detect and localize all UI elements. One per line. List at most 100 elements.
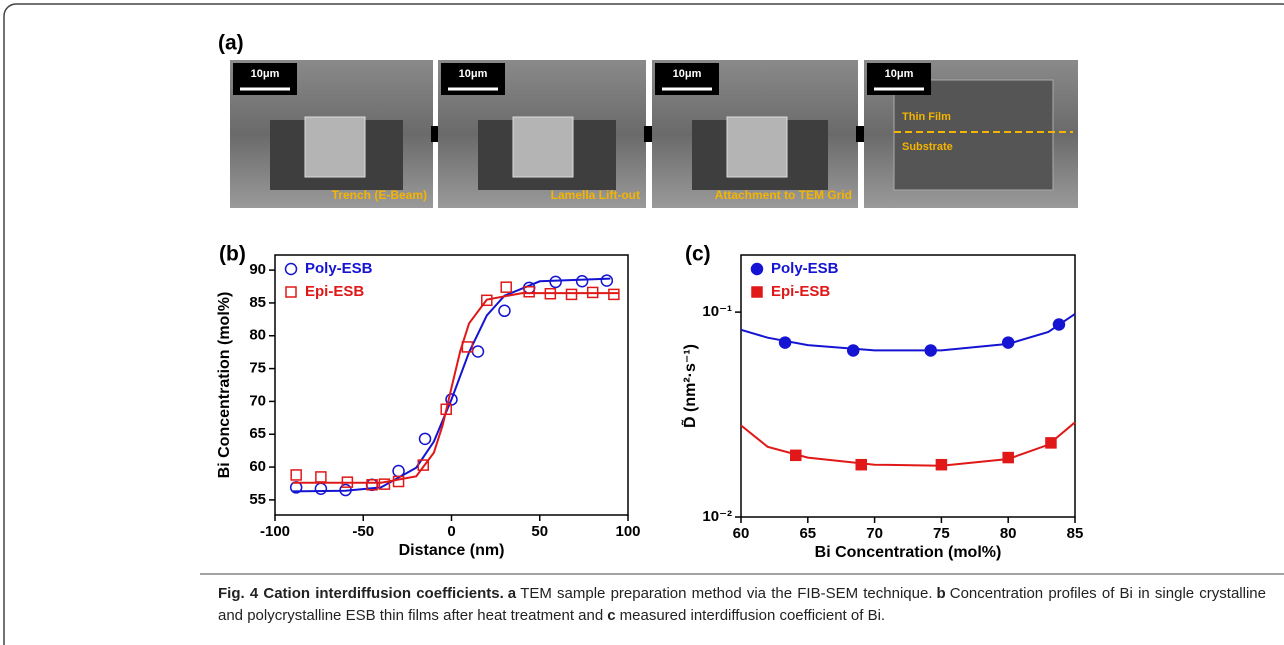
frame <box>3 3 1284 645</box>
point <box>935 458 948 471</box>
point <box>418 432 432 446</box>
legend-label: Epi-ESB <box>771 283 830 300</box>
x-tick-label: 0 <box>447 523 455 540</box>
x-axis-label: Distance (nm) <box>399 542 505 559</box>
x-tick-label: 80 <box>1000 525 1017 542</box>
point <box>315 471 327 483</box>
point <box>608 288 620 301</box>
point <box>778 336 792 349</box>
point <box>378 478 391 490</box>
y-tick-label: 10⁻² <box>702 508 732 525</box>
point <box>924 344 937 357</box>
x-tick-label: 100 <box>615 523 640 540</box>
point <box>1045 437 1057 449</box>
point <box>565 288 578 301</box>
x-axis-label: Bi Concentration (mol%) <box>815 544 1002 561</box>
fit-line <box>740 421 1076 467</box>
panel-label: (c) <box>685 243 711 266</box>
point <box>1001 336 1015 349</box>
x-tick-label: -50 <box>352 523 374 540</box>
x-tick-label: 50 <box>531 523 548 540</box>
y-tick-label: 90 <box>249 261 266 278</box>
caption-segment: measured interdiffusion coefficient of B… <box>619 607 886 624</box>
panel-label: (b) <box>219 243 246 266</box>
x-tick-label: 85 <box>1067 525 1084 542</box>
y-axis-label: D̃ (nm²·s⁻¹) <box>679 344 699 428</box>
point <box>500 281 512 293</box>
x-tick-label: 75 <box>933 525 950 542</box>
point <box>481 294 493 307</box>
point <box>1052 318 1066 331</box>
point <box>1002 451 1014 464</box>
caption-segment: Concentration profiles of Bi in single c… <box>218 585 1266 624</box>
lamella <box>512 116 574 178</box>
point <box>600 274 614 287</box>
y-tick-label: 55 <box>249 491 266 508</box>
point <box>339 483 352 497</box>
panel-label: (a) <box>218 32 244 55</box>
scale-bar-label: 10μm <box>459 68 488 80</box>
x-tick-label: 60 <box>733 525 750 542</box>
legend-label: Epi-ESB <box>305 283 364 300</box>
x-tick-label: 65 <box>799 525 816 542</box>
y-tick-label: 75 <box>249 360 266 377</box>
lamella-side <box>893 79 1054 191</box>
fit-line <box>292 277 611 493</box>
point <box>392 464 405 478</box>
legend-marker <box>750 262 764 276</box>
point <box>440 403 452 416</box>
point <box>314 482 328 495</box>
point <box>366 479 378 491</box>
legend-label: Poly-ESB <box>771 260 839 277</box>
point <box>790 449 802 462</box>
caption-segment: Fig. 4 Cation interdiffusion coefficient… <box>218 585 504 602</box>
point <box>523 286 535 298</box>
point <box>471 345 485 358</box>
image-caption: Lamella Lift-out <box>551 188 640 202</box>
caption-segment: b <box>936 585 946 602</box>
x-tick-label: -100 <box>260 523 290 540</box>
point <box>846 344 860 357</box>
x-tick-label: 70 <box>866 525 883 542</box>
fit-line <box>740 313 1076 352</box>
scale-bar-label: 10μm <box>885 68 914 80</box>
point <box>575 275 589 288</box>
point <box>341 476 354 488</box>
y-tick-label: 85 <box>249 294 266 311</box>
scale-bar-label: 10μm <box>251 68 280 80</box>
legend-marker <box>751 286 763 298</box>
fit-line <box>292 292 620 484</box>
y-tick-label: 70 <box>249 392 266 409</box>
y-axis-label: Bi Concentration (mol%) <box>216 292 233 479</box>
legend-label: Poly-ESB <box>305 260 373 277</box>
point <box>392 475 405 488</box>
y-tick-label: 10⁻¹ <box>702 303 732 320</box>
point <box>855 458 867 471</box>
point <box>549 275 562 289</box>
layer-label: Thin Film <box>902 111 951 123</box>
caption: Fig. 4 Cation interdiffusion coefficient… <box>218 583 1266 627</box>
point <box>544 287 557 300</box>
y-tick-label: 80 <box>249 327 266 344</box>
image-caption: Attachment to TEM Grid <box>715 188 852 202</box>
scale-bar-label: 10μm <box>673 68 702 80</box>
caption-segment: TEM sample preparation method via the FI… <box>520 585 933 602</box>
layer-label: Substrate <box>902 141 953 153</box>
legend-marker <box>284 262 298 276</box>
point <box>417 459 430 471</box>
sem-panels: 10μm Trench (E-Beam) 10μm Lamella Lift-out 1… <box>230 60 1078 208</box>
point <box>586 286 599 299</box>
caption-segment: c <box>607 607 616 624</box>
y-tick-label: 60 <box>249 458 266 475</box>
legend-marker <box>285 286 297 298</box>
caption-segment: a <box>507 585 517 602</box>
image-caption: Trench (E-Beam) <box>332 188 427 202</box>
y-tick-label: 65 <box>249 425 266 442</box>
point <box>461 341 474 353</box>
lamella <box>304 116 366 178</box>
point <box>290 469 302 481</box>
lamella <box>726 116 788 178</box>
plot-frame <box>740 254 1076 518</box>
